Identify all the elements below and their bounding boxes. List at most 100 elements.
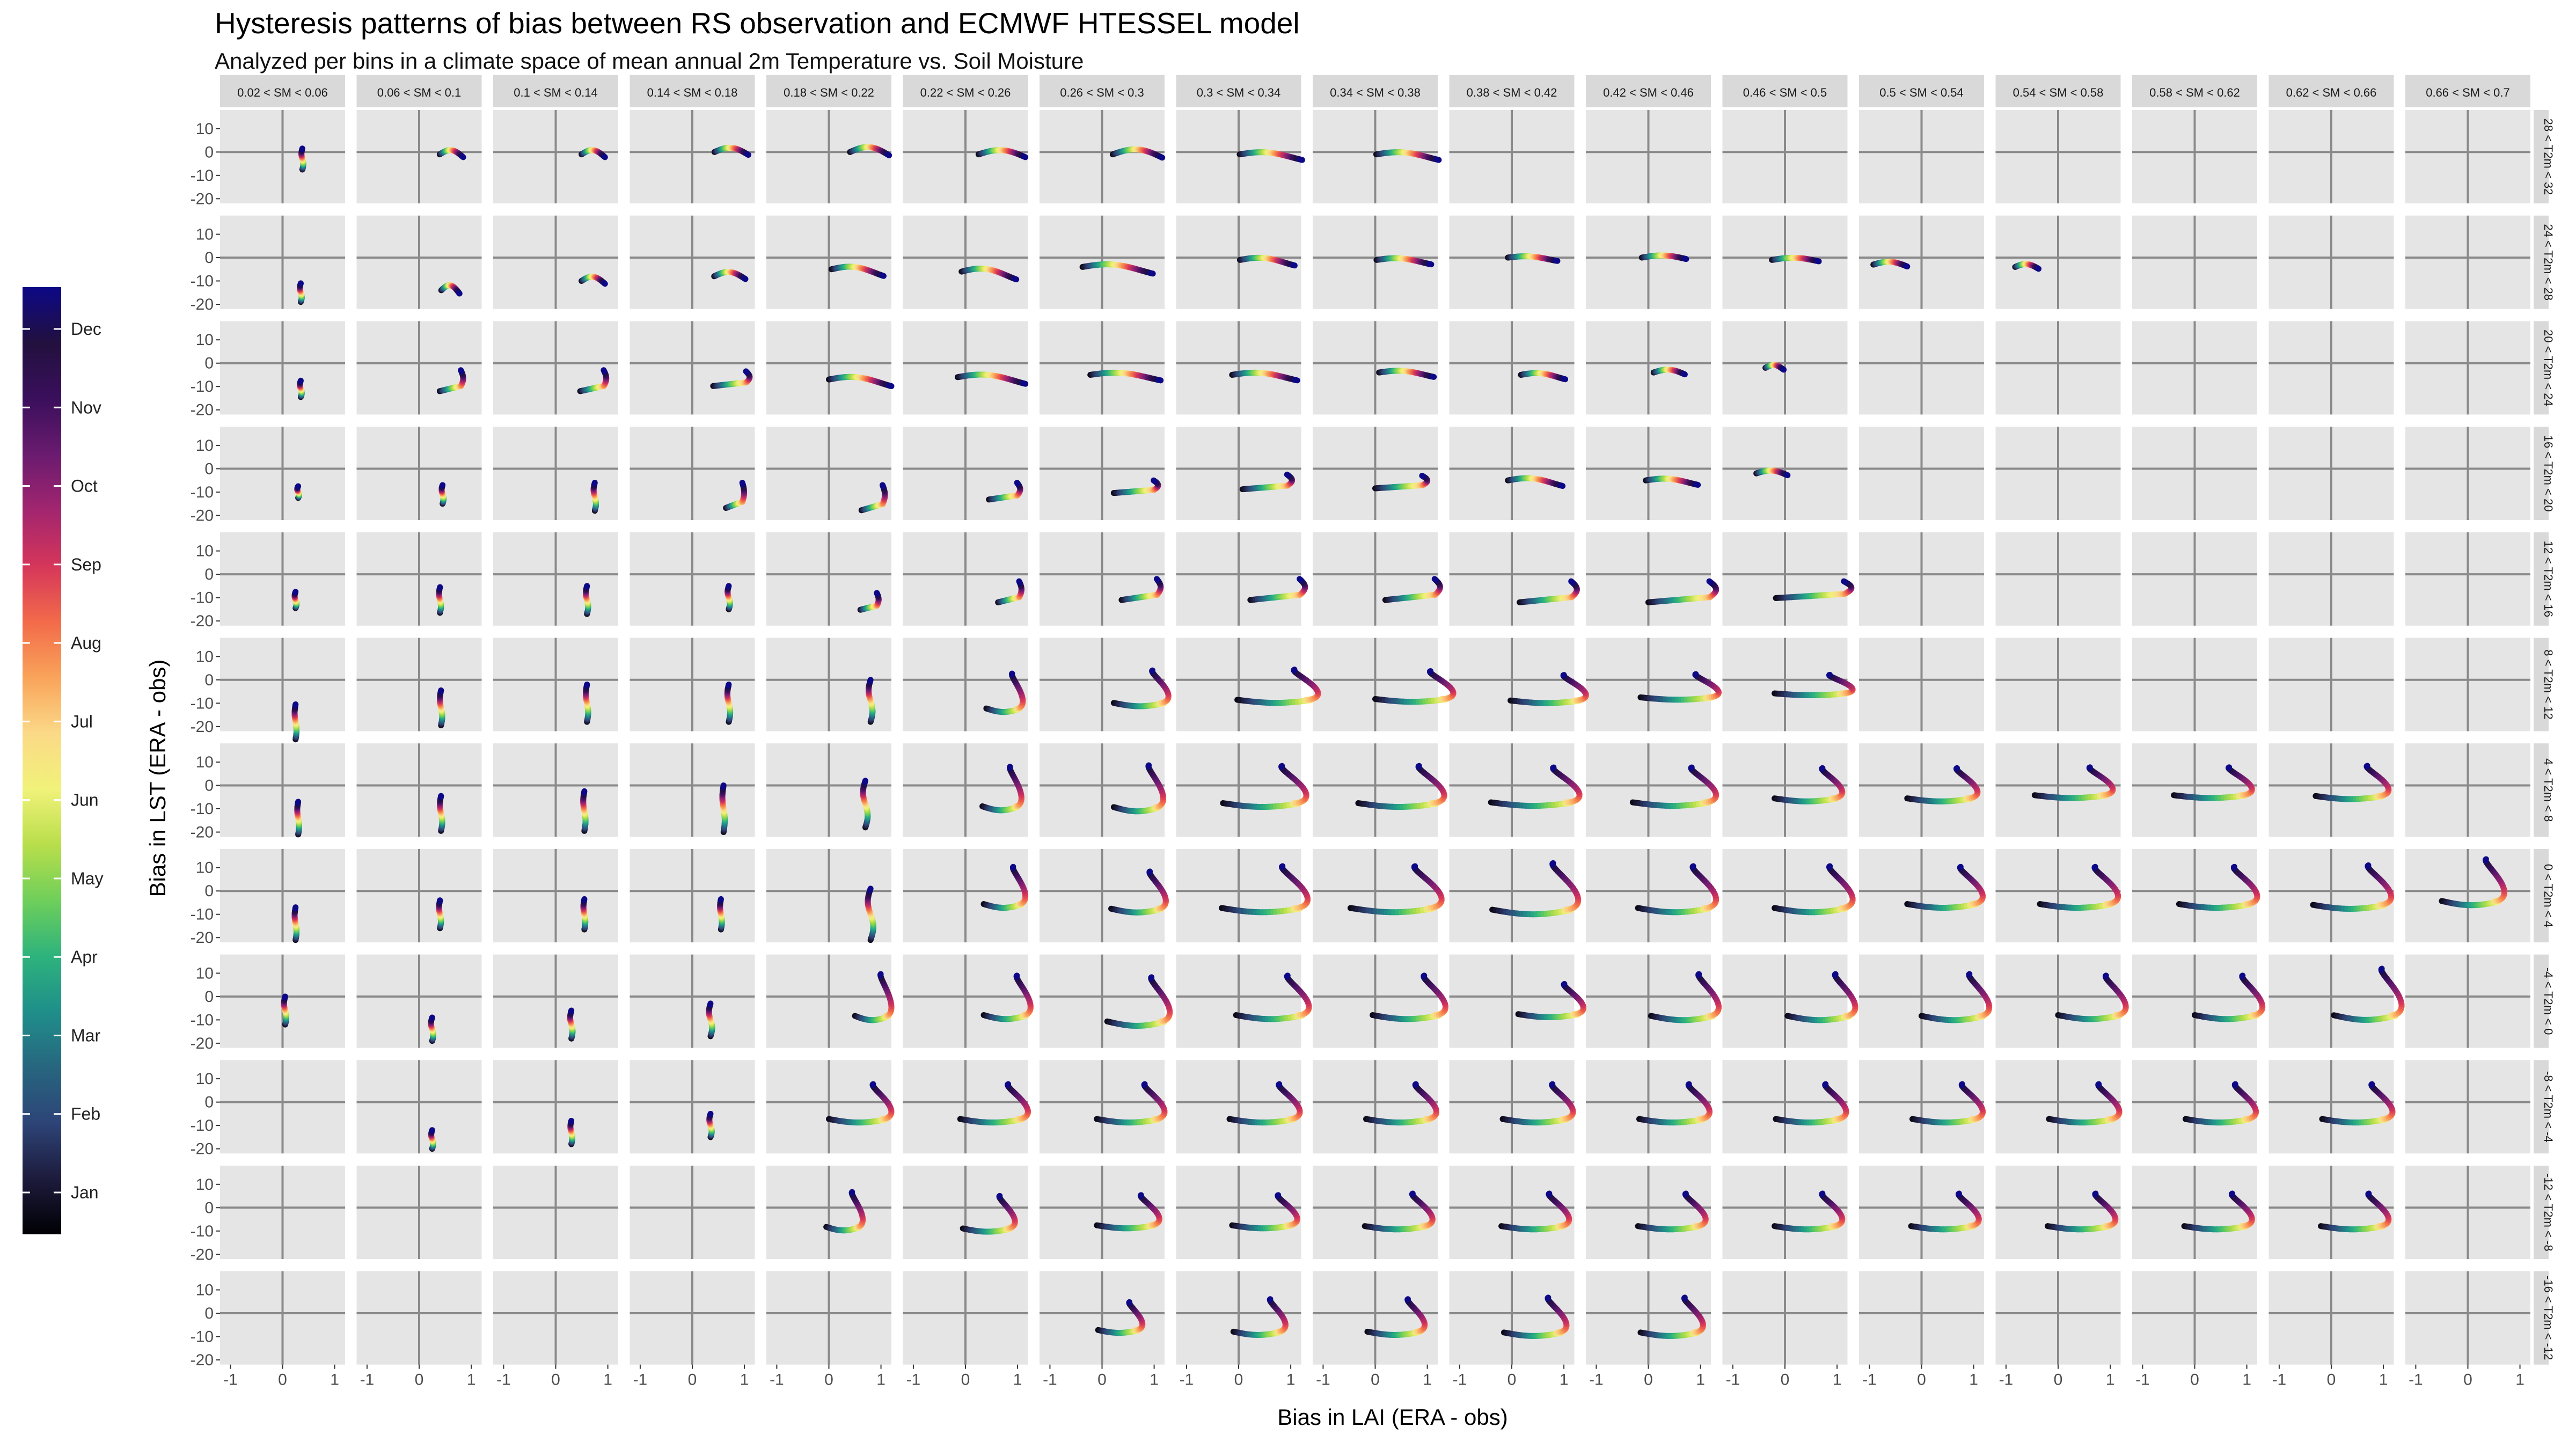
x-tick-label: -1	[1589, 1371, 1604, 1389]
col-strip	[356, 75, 482, 107]
row-strip-label: 28 < T2m < 32	[2542, 119, 2555, 195]
hysteresis-line	[437, 687, 445, 729]
row-strip	[2534, 954, 2549, 1048]
line-segment	[1688, 764, 1695, 771]
row-strip-label: 24 < T2m < 28	[2542, 224, 2555, 301]
y-tick-label: -10	[191, 800, 214, 818]
row-strip-label: 12 < T2m < 16	[2542, 540, 2555, 617]
y-tick-label: -10	[191, 694, 214, 712]
col-strip-label: 0.62 < SM < 0.66	[2286, 86, 2377, 99]
x-tick-label: 1	[1286, 1371, 1296, 1389]
hysteresis-line	[1109, 146, 1166, 161]
y-tick-label: 10	[196, 1282, 214, 1299]
line-segment	[1435, 156, 1442, 163]
x-tick-label: -1	[1043, 1371, 1057, 1389]
col-strip	[2132, 75, 2257, 107]
hysteresis-line	[975, 147, 1029, 160]
x-tick-label: -1	[1316, 1371, 1330, 1389]
col-strip	[1313, 75, 1438, 107]
hysteresis-line	[1236, 254, 1298, 269]
hysteresis-line	[1769, 254, 1822, 265]
y-tick-label: 0	[204, 249, 214, 267]
y-tick-label: -20	[191, 1035, 214, 1052]
col-strip-label: 0.1 < SM < 0.14	[514, 86, 598, 99]
y-tick-label: -10	[191, 167, 214, 185]
line-segment	[1419, 472, 1426, 479]
col-strip-label: 0.06 < SM < 0.1	[377, 86, 462, 99]
line-segment	[1298, 156, 1305, 163]
x-tick-label: -1	[223, 1371, 238, 1389]
hysteresis-line	[2012, 261, 2042, 272]
row-strip	[2534, 215, 2549, 309]
y-tick-label: -10	[191, 906, 214, 924]
x-tick-label: 1	[2515, 1371, 2524, 1389]
col-strip	[1176, 75, 1301, 107]
x-tick-label: 0	[1097, 1371, 1107, 1389]
line-segment	[1692, 671, 1699, 678]
hysteresis-line	[583, 682, 591, 725]
y-tick-label: 10	[196, 859, 214, 877]
col-strip-label: 0.3 < SM < 0.34	[1197, 86, 1281, 99]
y-tick-label: -20	[191, 1351, 214, 1369]
col-strip	[1040, 75, 1165, 107]
y-tick-label: 0	[204, 1305, 214, 1322]
line-segment	[1819, 765, 1826, 772]
chart-subtitle: Analyzed per bins in a climate space of …	[215, 48, 1084, 74]
x-tick-label: -1	[770, 1371, 784, 1389]
line-segment	[1149, 667, 1155, 674]
col-strip-label: 0.26 < SM < 0.3	[1060, 86, 1144, 99]
line-segment	[1550, 764, 1557, 771]
y-tick-label: 0	[204, 460, 214, 478]
row-strip	[2534, 1271, 2549, 1365]
y-tick-label: 10	[196, 331, 214, 349]
hysteresis-line	[1079, 261, 1156, 277]
line-segment	[1012, 276, 1020, 283]
x-tick-label: 1	[876, 1371, 885, 1389]
y-tick-label: -20	[191, 190, 214, 208]
hysteresis-line	[294, 483, 302, 501]
y-tick-label: 10	[196, 648, 214, 665]
line-segment	[1706, 578, 1714, 586]
col-strip	[2268, 75, 2394, 107]
x-tick-label: -1	[2135, 1371, 2150, 1389]
row-strip-label: 0 < T2m < 4	[2542, 864, 2555, 927]
col-strip	[630, 75, 755, 107]
x-tick-label: 0	[415, 1371, 424, 1389]
x-tick-label: 1	[1833, 1371, 1842, 1389]
x-tick-label: -1	[633, 1371, 648, 1389]
line-segment	[1148, 270, 1156, 277]
line-segment	[1903, 263, 1911, 270]
y-tick-label: -10	[191, 1117, 214, 1135]
y-tick-label: 0	[204, 988, 214, 1006]
x-tick-label: 1	[330, 1371, 339, 1389]
x-tick-label: -1	[496, 1371, 511, 1389]
x-tick-label: -1	[1453, 1371, 1467, 1389]
col-strip-label: 0.58 < SM < 0.62	[2149, 86, 2240, 99]
x-tick-label: -1	[1726, 1371, 1740, 1389]
hysteresis-line	[437, 793, 445, 834]
x-tick-label: 0	[551, 1371, 560, 1389]
row-strip	[2534, 638, 2549, 731]
x-tick-label: 0	[1781, 1371, 1790, 1389]
x-tick-label: -1	[2272, 1371, 2287, 1389]
col-strip-label: 0.42 < SM < 0.46	[1603, 86, 1694, 99]
line-segment	[1568, 578, 1575, 586]
line-segment	[1560, 672, 1567, 678]
hysteresis-line	[724, 583, 733, 612]
row-strip	[2534, 321, 2549, 415]
line-segment	[456, 290, 463, 297]
line-segment	[1841, 578, 1848, 585]
hysteresis-line	[590, 480, 599, 514]
row-strip	[2534, 848, 2549, 942]
x-tick-label: 0	[1371, 1371, 1380, 1389]
col-strip	[1449, 75, 1575, 107]
y-tick-label: 10	[196, 543, 214, 560]
col-strip-label: 0.14 < SM < 0.18	[647, 86, 738, 99]
y-tick-label: -20	[191, 824, 214, 841]
line-segment	[1158, 154, 1166, 161]
col-strip-label: 0.5 < SM < 0.54	[1879, 86, 1964, 99]
x-tick-label: 1	[1696, 1371, 1705, 1389]
hysteresis-line	[847, 144, 892, 158]
col-strip-label: 0.46 < SM < 0.5	[1743, 86, 1827, 99]
y-tick-label: 10	[196, 226, 214, 244]
